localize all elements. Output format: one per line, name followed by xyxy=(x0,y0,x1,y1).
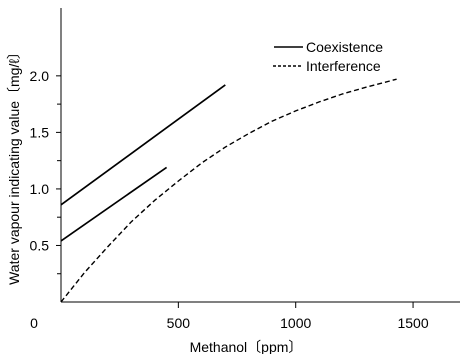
x-tick-label: 500 xyxy=(167,315,191,331)
x-axis-label: Methanol〔ppm〕 xyxy=(190,339,303,354)
y-ticks: 0.5 1.0 1.5 2.0 xyxy=(30,68,61,275)
y-tick-label: 2.0 xyxy=(30,68,50,84)
series-line-interference-2 xyxy=(60,78,397,303)
series-layer xyxy=(60,78,397,303)
y-tick-label: 0.5 xyxy=(30,237,50,253)
x-tick-label: 1500 xyxy=(397,315,428,331)
legend: Coexistence Interference xyxy=(273,39,383,74)
axes xyxy=(60,8,460,303)
series-line-coexistence-1 xyxy=(60,166,168,242)
x-tick-label: 1000 xyxy=(280,315,311,331)
y-tick-label: 1.5 xyxy=(30,124,50,140)
legend-label-coexistence: Coexistence xyxy=(306,39,383,55)
legend-label-interference: Interference xyxy=(306,58,381,74)
x-tick-label: 0 xyxy=(30,315,38,331)
series-line-coexistence-0 xyxy=(60,84,226,206)
y-axis-label: Water vapour indicating value〔mg/ℓ〕 xyxy=(6,45,22,285)
x-ticks: 0 500 1000 1500 xyxy=(30,302,429,331)
y-tick-label: 1.0 xyxy=(30,181,50,197)
